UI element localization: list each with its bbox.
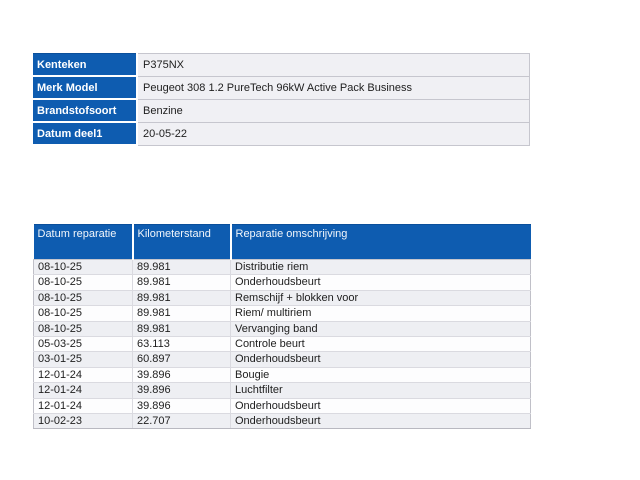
cell-kilometerstand: 39.896: [132, 366, 231, 384]
column-header-datum-reparatie: Datum reparatie: [33, 224, 134, 260]
cell-kilometerstand: 89.981: [132, 258, 231, 276]
cell-kilometerstand: 60.897: [132, 351, 231, 368]
info-value-datum-deel1: 20-05-22: [136, 121, 530, 146]
info-row-datum-deel1: Datum deel1 20-05-22: [33, 121, 530, 146]
maintenance-header-row: Datum reparatie Kilometerstand Reparatie…: [33, 224, 531, 260]
cell-reparatie-omschrijving: Remschijf + blokken voor: [230, 289, 531, 307]
cell-reparatie-omschrijving: Vervanging band: [230, 320, 531, 338]
cell-datum-reparatie: 12-01-24: [33, 382, 133, 399]
table-row: 08-10-25 89.981 Onderhoudsbeurt: [33, 274, 531, 291]
cell-datum-reparatie: 05-03-25: [33, 336, 133, 353]
cell-kilometerstand: 39.896: [132, 382, 231, 399]
cell-reparatie-omschrijving: Riem/ multiriem: [230, 305, 531, 322]
info-label-kenteken: Kenteken: [33, 53, 138, 77]
cell-reparatie-omschrijving: Controle beurt: [230, 336, 531, 353]
cell-kilometerstand: 63.113: [132, 336, 231, 353]
info-row-brandstofsoort: Brandstofsoort Benzine: [33, 98, 530, 123]
table-row: 08-10-25 89.981 Remschijf + blokken voor: [33, 289, 531, 307]
table-row: 03-01-25 60.897 Onderhoudsbeurt: [33, 351, 531, 368]
cell-reparatie-omschrijving: Onderhoudsbeurt: [230, 413, 531, 430]
cell-datum-reparatie: 12-01-24: [33, 397, 133, 415]
cell-kilometerstand: 22.707: [132, 413, 231, 430]
cell-datum-reparatie: 08-10-25: [33, 289, 133, 307]
cell-datum-reparatie: 10-02-23: [33, 413, 133, 430]
column-header-reparatie-omschrijving: Reparatie omschrijving: [230, 224, 531, 260]
table-row: 08-10-25 89.981 Vervanging band: [33, 320, 531, 338]
cell-kilometerstand: 89.981: [132, 305, 231, 322]
cell-datum-reparatie: 08-10-25: [33, 274, 133, 291]
cell-datum-reparatie: 08-10-25: [33, 258, 133, 276]
cell-reparatie-omschrijving: Luchtfilter: [230, 382, 531, 399]
cell-kilometerstand: 89.981: [132, 320, 231, 338]
cell-reparatie-omschrijving: Onderhoudsbeurt: [230, 351, 531, 368]
info-row-kenteken: Kenteken P375NX: [33, 53, 530, 77]
cell-reparatie-omschrijving: Onderhoudsbeurt: [230, 397, 531, 415]
table-row: 12-01-24 39.896 Bougie: [33, 366, 531, 384]
column-header-kilometerstand: Kilometerstand: [132, 224, 232, 260]
cell-kilometerstand: 89.981: [132, 274, 231, 291]
cell-kilometerstand: 39.896: [132, 397, 231, 415]
vehicle-info-table: Kenteken P375NX Merk Model Peugeot 308 1.2 …: [33, 53, 530, 146]
info-row-merk-model: Merk Model Peugeot 308 1.2 PureTech 96kW …: [33, 75, 530, 100]
table-row: 05-03-25 63.113 Controle beurt: [33, 336, 531, 353]
cell-reparatie-omschrijving: Bougie: [230, 366, 531, 384]
cell-datum-reparatie: 08-10-25: [33, 305, 133, 322]
info-value-kenteken: P375NX: [136, 53, 530, 77]
cell-datum-reparatie: 12-01-24: [33, 366, 133, 384]
info-value-brandstofsoort: Benzine: [136, 98, 530, 123]
maintenance-history-table: Datum reparatie Kilometerstand Reparatie…: [33, 224, 531, 430]
cell-kilometerstand: 89.981: [132, 289, 231, 307]
table-row: 08-10-25 89.981 Distributie riem: [33, 258, 531, 276]
info-label-brandstofsoort: Brandstofsoort: [33, 98, 138, 123]
table-row: 12-01-24 39.896 Luchtfilter: [33, 382, 531, 399]
cell-datum-reparatie: 08-10-25: [33, 320, 133, 338]
table-row: 12-01-24 39.896 Onderhoudsbeurt: [33, 397, 531, 415]
table-row: 10-02-23 22.707 Onderhoudsbeurt: [33, 413, 531, 430]
info-label-datum-deel1: Datum deel1: [33, 121, 138, 146]
cell-reparatie-omschrijving: Distributie riem: [230, 258, 531, 276]
table-row: 08-10-25 89.981 Riem/ multiriem: [33, 305, 531, 322]
cell-reparatie-omschrijving: Onderhoudsbeurt: [230, 274, 531, 291]
cell-datum-reparatie: 03-01-25: [33, 351, 133, 368]
info-value-merk-model: Peugeot 308 1.2 PureTech 96kW Active Pac…: [136, 75, 530, 100]
info-label-merk-model: Merk Model: [33, 75, 138, 100]
